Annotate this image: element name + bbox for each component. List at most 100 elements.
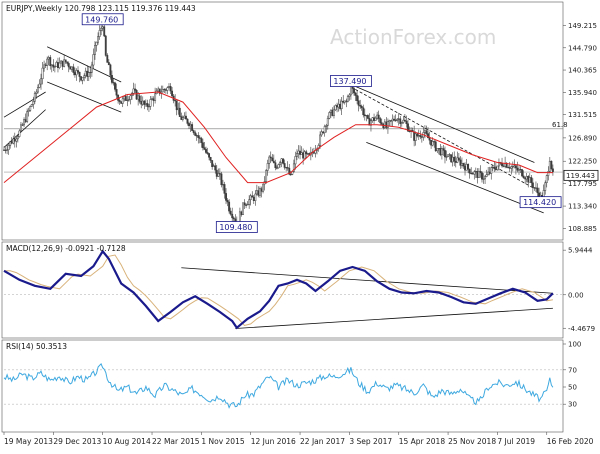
price-candle-body — [185, 115, 187, 120]
price-candle-body — [365, 115, 368, 117]
price-trendline — [3, 91, 46, 118]
price-candle-body — [161, 88, 164, 93]
price-candle-body — [522, 175, 525, 179]
price-tick-label: 131.515 — [568, 111, 597, 119]
price-candle-body — [451, 156, 454, 163]
price-candle-body — [439, 148, 442, 156]
last-price-label: 119.443 — [566, 172, 595, 180]
price-candle-body — [147, 106, 150, 108]
price-candle-body — [27, 110, 30, 112]
price-candle-body — [223, 184, 226, 194]
x-tick-label: 10 Aug 2014 — [103, 437, 151, 446]
price-candle-body — [493, 166, 496, 169]
price-candle-body — [80, 76, 83, 81]
price-candle-body — [21, 124, 24, 126]
macd-trendlines — [181, 267, 553, 329]
price-candle-body — [168, 86, 170, 88]
price-candle-body — [353, 88, 355, 94]
price-candle-body — [129, 95, 132, 100]
price-candle-body — [260, 188, 263, 192]
price-candle-body — [373, 117, 375, 121]
macd-axis: 5.9444 0.00 -4.4679 — [4, 247, 595, 333]
rsi-tick-label: 50 — [568, 384, 577, 392]
price-candle-body — [456, 157, 459, 163]
rsi-tick-label: 100 — [568, 341, 581, 349]
price-candle-body — [345, 100, 348, 102]
price-candle-body — [362, 107, 365, 116]
price-candle-body — [494, 168, 497, 170]
price-candle-body — [126, 99, 129, 101]
price-candle-body — [4, 149, 7, 151]
price-annotation-label: 137.490 — [333, 77, 366, 86]
price-candle-body — [78, 71, 81, 77]
price-candle-body — [508, 167, 511, 169]
macd-trendline — [181, 267, 553, 294]
price-candle-body — [249, 195, 252, 200]
price-annotation-box — [330, 75, 372, 87]
price-candle-body — [63, 59, 66, 67]
price-candle-body — [442, 148, 445, 151]
price-candle-body — [49, 57, 52, 67]
price-candle-body — [535, 187, 537, 189]
price-candle-body — [81, 77, 84, 81]
price-candle-body — [271, 157, 274, 162]
price-candle-body — [405, 120, 408, 124]
price-candle-body — [277, 164, 280, 169]
price-candle-body — [300, 152, 303, 155]
price-candle-body — [134, 88, 137, 91]
rsi-line — [3, 363, 554, 409]
price-candle-body — [255, 190, 258, 195]
price-candle-body — [10, 141, 13, 144]
price-candle-body — [551, 168, 554, 172]
price-candle-body — [533, 187, 536, 189]
price-candle-body — [41, 67, 44, 80]
price-candle-body — [140, 101, 143, 105]
price-tick-label: 117.795 — [568, 180, 597, 188]
macd-tick-label: -4.4679 — [568, 325, 595, 333]
macd-panel-title: MACD(12,26,9) -0.0921 -0.7128 — [6, 244, 126, 253]
price-candle-body — [32, 101, 35, 105]
price-candle-body — [186, 118, 189, 124]
price-candle-body — [132, 88, 135, 94]
price-candle-body — [90, 64, 93, 73]
price-candle-body — [112, 82, 115, 84]
price-candle-body — [464, 165, 466, 171]
price-trendline — [47, 81, 122, 113]
price-candle-body — [470, 172, 473, 175]
price-candle-body — [292, 163, 295, 172]
price-candle-body — [516, 167, 519, 171]
price-candle-body — [357, 100, 360, 106]
price-candle-body — [454, 160, 457, 163]
price-tick-label: 135.940 — [568, 89, 597, 97]
price-candle-body — [331, 109, 334, 116]
price-trendline — [3, 109, 46, 148]
price-candle-body — [77, 70, 79, 73]
price-candle-body — [60, 60, 62, 64]
price-candle-body — [146, 103, 149, 107]
price-candle-body — [152, 98, 155, 101]
price-annotation-label: 114.420 — [523, 198, 556, 207]
price-candle-body — [151, 98, 153, 100]
price-candle-body — [208, 153, 211, 158]
price-candle-body — [47, 57, 50, 60]
price-candle-body — [169, 86, 172, 92]
price-candle-body — [212, 165, 215, 168]
price-candle-body — [144, 103, 147, 105]
price-candle-body — [87, 72, 90, 77]
price-trendline — [366, 141, 544, 214]
price-candle-body — [246, 204, 249, 206]
price-candle-body — [198, 137, 201, 139]
price-candle-body — [64, 59, 67, 63]
price-candle-body — [183, 115, 186, 119]
price-candle-body — [175, 100, 178, 111]
price-candle-body — [289, 173, 292, 176]
price-candle-body — [420, 136, 423, 138]
moving-average-line — [3, 91, 553, 184]
price-candle-body — [488, 171, 491, 174]
price-candle-body — [542, 190, 545, 198]
price-candle-body — [447, 154, 450, 158]
price-candle-body — [200, 138, 203, 143]
price-candle-body — [366, 115, 369, 119]
price-candle-body — [84, 70, 87, 76]
